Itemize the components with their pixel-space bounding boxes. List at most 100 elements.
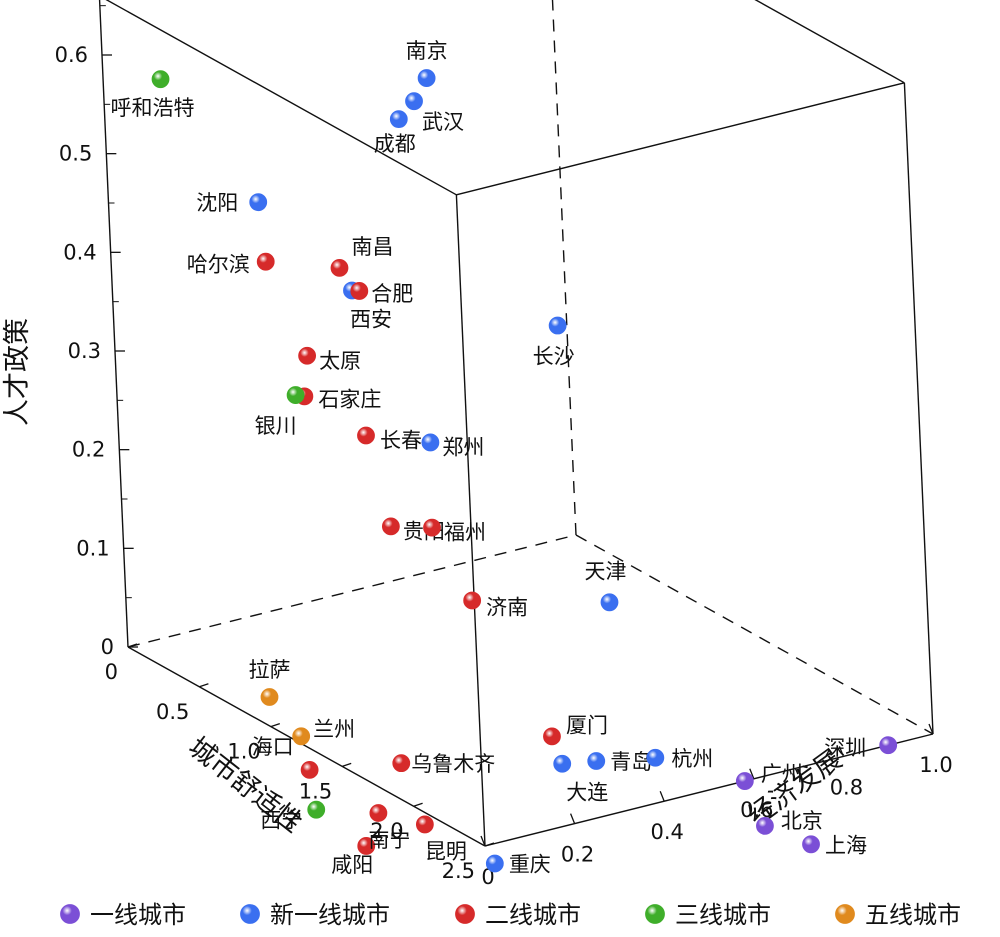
- legend-label: 五线城市: [865, 901, 961, 929]
- point-label: 兰州: [313, 717, 355, 741]
- point-深圳: [879, 736, 898, 755]
- legend-label: 二线城市: [485, 901, 581, 929]
- point-label: 重庆: [509, 852, 551, 876]
- point-label: 海口: [252, 735, 294, 759]
- point-天津: [600, 593, 619, 612]
- point-济南: [463, 591, 482, 610]
- point-广州: [735, 772, 754, 790]
- point-咸阳: [357, 837, 376, 855]
- x-tick-label: 2.0: [370, 819, 403, 843]
- z-tick-label: 0: [101, 635, 114, 659]
- point-拉萨: [260, 688, 279, 706]
- point-哈尔滨: [256, 252, 275, 271]
- point-label: 西安: [350, 307, 392, 331]
- point-label: 南京: [406, 39, 448, 63]
- x-tick: [341, 762, 352, 768]
- point-label: 北京: [781, 809, 823, 833]
- frame-edge: [456, 82, 905, 196]
- point-label: 昆明: [425, 839, 467, 863]
- point-label: 福州: [444, 521, 486, 545]
- y-tick: [749, 768, 755, 780]
- frame-edge: [105, 0, 457, 196]
- point-沈阳: [249, 193, 268, 212]
- frame-edge: [484, 733, 934, 847]
- point-成都: [389, 110, 408, 129]
- point-合肥: [350, 282, 369, 300]
- point-label: 长沙: [533, 345, 575, 369]
- point-昆明: [415, 815, 434, 834]
- legend-marker-tier3: [645, 904, 665, 924]
- frame-edge-hidden: [575, 534, 934, 735]
- frame-edge-hidden: [127, 534, 577, 648]
- point-厦门: [543, 727, 561, 746]
- z-tick-label: 0.3: [68, 339, 101, 363]
- y-tick: [838, 746, 845, 757]
- point-青岛: [587, 752, 606, 770]
- point-乌鲁木齐: [392, 754, 411, 773]
- point-label: 沈阳: [196, 191, 238, 215]
- frame-edge-hidden: [551, 0, 577, 536]
- point-label: 郑州: [442, 435, 484, 459]
- point-label: 合肥: [371, 282, 413, 306]
- y-tick: [480, 835, 486, 847]
- point-label: 南宁: [368, 828, 410, 852]
- plot-frame: [98, 0, 934, 847]
- x-tick-label: 1.0: [227, 740, 260, 764]
- point-label: 呼和浩特: [111, 96, 195, 120]
- point-银川: [286, 386, 305, 404]
- y-tick-label: 0.2: [561, 843, 594, 867]
- y-tick-label: 1.0: [919, 753, 952, 777]
- legend-marker-tier5: [835, 904, 855, 924]
- point-label: 乌鲁木齐: [411, 752, 495, 776]
- frame-edge: [455, 194, 486, 847]
- frame-edge: [903, 82, 934, 735]
- x-tick: [127, 643, 138, 648]
- legend-label: 三线城市: [675, 901, 771, 929]
- point-南宁: [369, 804, 388, 822]
- z-tick-label: 0.4: [63, 240, 96, 264]
- point-南昌: [330, 258, 349, 277]
- point-长春: [357, 426, 375, 445]
- x-tick: [199, 683, 209, 688]
- z-axis-title: 人才政策: [2, 318, 33, 426]
- x-tick: [270, 722, 281, 728]
- x-tick-label: 0: [105, 660, 118, 684]
- point-太原: [298, 346, 317, 365]
- z-tick-label: 0.2: [72, 438, 105, 462]
- point-label: 大连: [566, 781, 608, 805]
- x-tick: [413, 802, 423, 807]
- point-label: 武汉: [422, 110, 464, 134]
- point-重庆: [485, 854, 504, 873]
- point-label: 西宁: [260, 809, 302, 833]
- point-label: 咸阳: [331, 853, 373, 877]
- point-label: 济南: [486, 595, 528, 619]
- point-北京: [756, 816, 774, 835]
- x-tick-label: 0.5: [156, 700, 189, 724]
- point-兰州: [292, 727, 311, 746]
- point-label: 拉萨: [249, 658, 291, 682]
- frame-edge: [127, 646, 486, 847]
- point-郑州: [421, 433, 440, 452]
- y-tick: [569, 813, 576, 824]
- x-tick-label: 1.5: [299, 779, 332, 803]
- point-上海: [802, 835, 820, 854]
- point-label: 深圳: [824, 736, 866, 760]
- y-tick: [659, 790, 665, 802]
- point-海口: [300, 760, 319, 779]
- point-label: 杭州: [671, 747, 713, 771]
- point-南京: [417, 69, 436, 87]
- point-label: 青岛: [610, 750, 652, 774]
- point-贵阳: [381, 517, 400, 536]
- point-label: 成都: [374, 132, 416, 156]
- point-label: 哈尔滨: [187, 253, 250, 277]
- frame-edge: [754, 0, 905, 84]
- point-label: 南昌: [351, 235, 393, 259]
- point-大连: [553, 754, 572, 773]
- x-tick: [484, 842, 495, 847]
- point-label: 厦门: [566, 713, 608, 737]
- y-tick-label: 0.8: [830, 775, 863, 799]
- point-label: 广州: [761, 762, 803, 786]
- legend-marker-tier2: [455, 904, 475, 924]
